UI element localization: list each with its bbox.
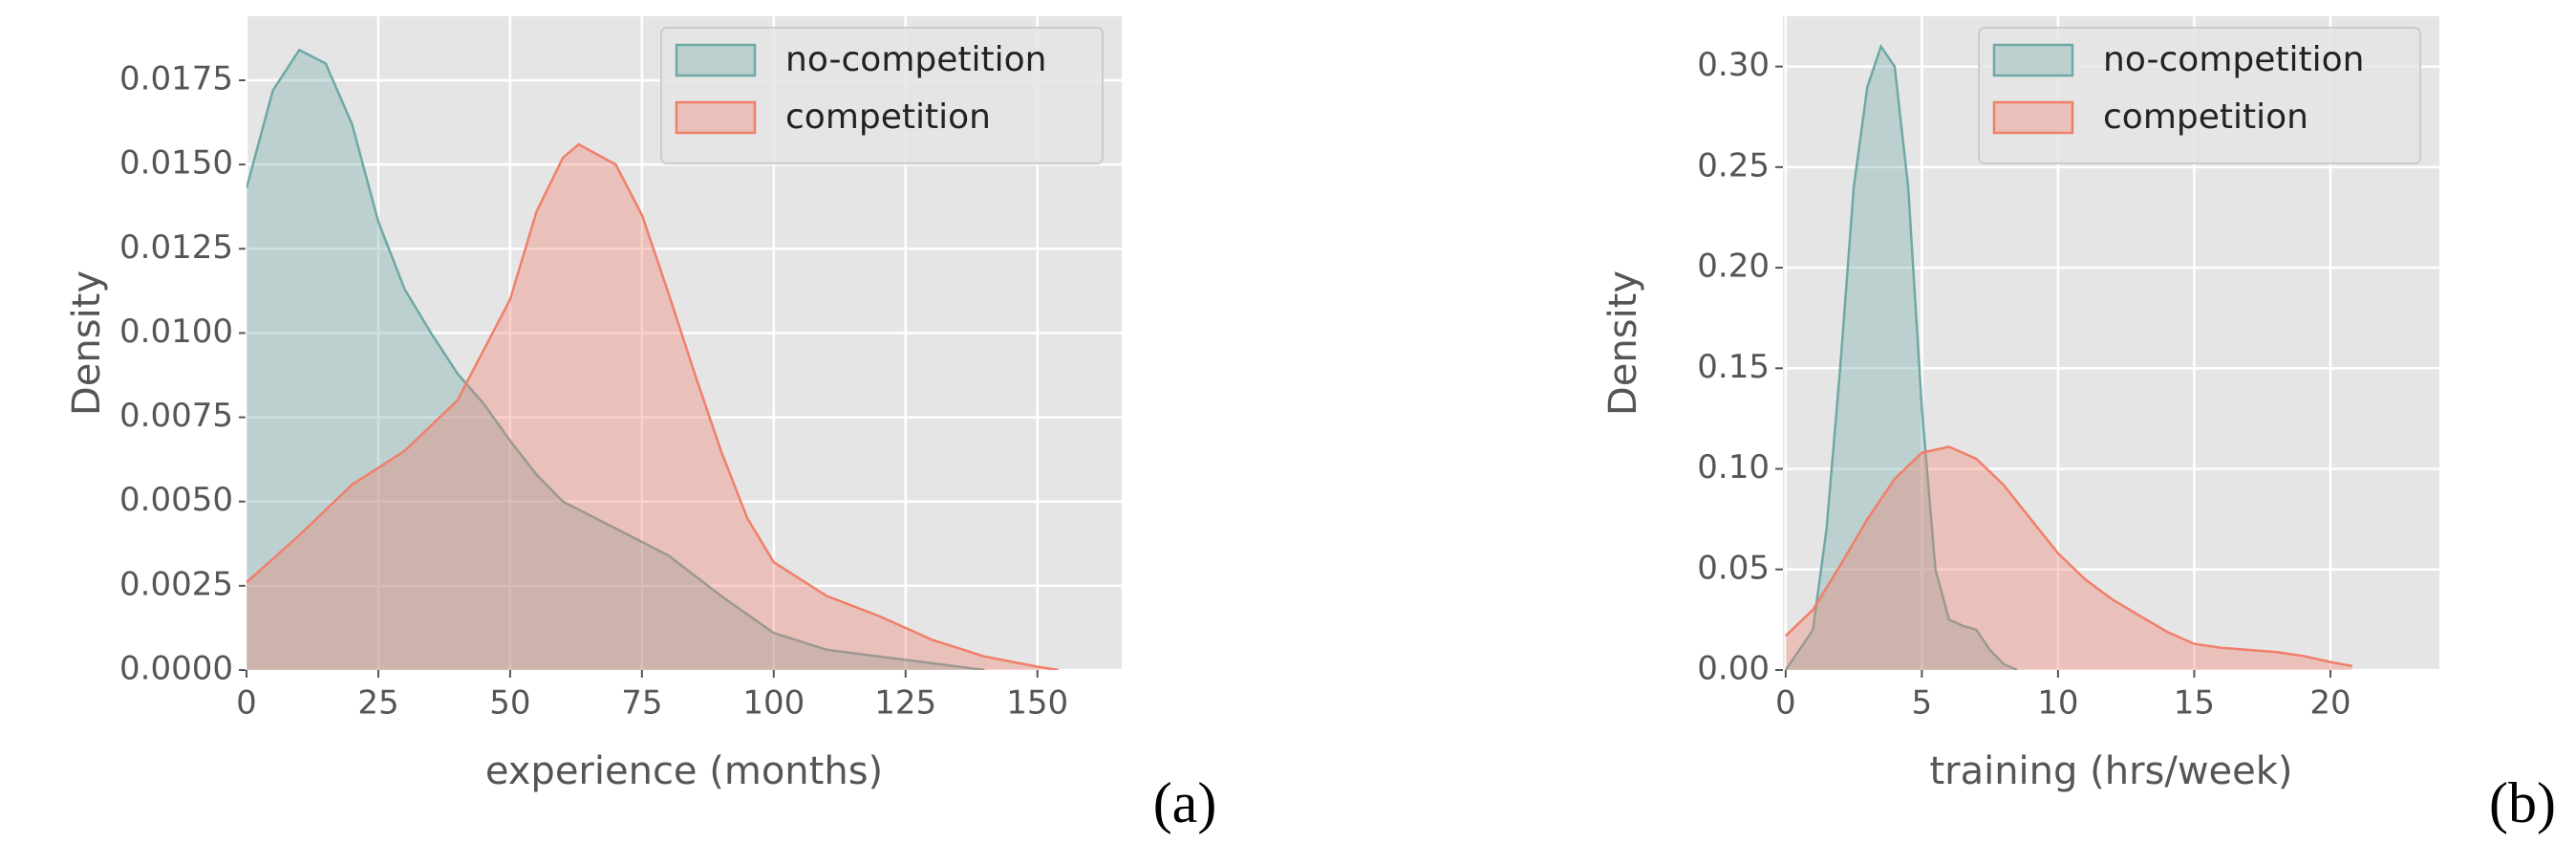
density-area	[1785, 46, 2018, 670]
x-tick-label: 10	[2037, 684, 2078, 723]
legend-swatch	[1992, 100, 2074, 135]
panel-label: (b)	[2489, 771, 2556, 834]
x-tick-label: 25	[357, 684, 398, 723]
x-tick-label: 0	[1775, 684, 1796, 723]
legend-swatch	[675, 43, 757, 77]
y-tick-label: 0.00	[1697, 650, 1770, 688]
legend-box	[660, 27, 1104, 164]
x-tick-label: 75	[621, 684, 662, 723]
y-tick-label: 0.0050	[119, 481, 233, 519]
y-tick-label: 0.10	[1697, 448, 1770, 487]
y-tick-label: 0.25	[1697, 146, 1770, 184]
y-axis-label: Density	[1601, 270, 1645, 416]
x-tick-label: 50	[489, 684, 530, 723]
legend-label: no-competition	[2103, 40, 2364, 79]
x-tick-label: 5	[1912, 684, 1933, 723]
panel-label: (a)	[1153, 771, 1217, 834]
density-area	[247, 144, 1059, 670]
x-axis-label: training (hrs/week)	[1929, 749, 2292, 793]
y-tick-label: 0.0025	[119, 565, 233, 603]
legend-swatch	[1992, 43, 2074, 77]
y-tick-label: 0.0125	[119, 228, 233, 267]
x-tick-label: 20	[2309, 684, 2351, 723]
x-tick-label: 100	[742, 684, 805, 723]
density-line	[1784, 43, 2018, 670]
density-line	[1785, 445, 2353, 668]
y-axis-label: Density	[65, 270, 109, 416]
x-tick-label: 0	[236, 684, 257, 723]
y-tick-label: 0.20	[1697, 248, 1770, 286]
legend-label: no-competition	[785, 40, 1046, 79]
x-tick-label: 15	[2174, 684, 2215, 723]
y-tick-label: 0.0000	[119, 650, 233, 688]
y-tick-label: 0.15	[1697, 348, 1770, 386]
legend-label: competition	[785, 97, 991, 137]
y-tick-label: 0.0100	[119, 313, 233, 351]
x-tick-label: 125	[874, 684, 936, 723]
chart-panel: 0.0000 0.0025 0.0050 0.0075 0.0100 0.0125 0.01…	[65, 16, 1216, 834]
density-area	[1785, 446, 2352, 670]
legend-label: competition	[2103, 97, 2308, 137]
density-area	[247, 50, 985, 670]
density-line	[247, 48, 985, 670]
y-tick-label: 0.05	[1697, 549, 1770, 587]
y-tick-label: 0.30	[1697, 46, 1770, 84]
legend-swatch	[675, 100, 757, 135]
legend-box	[1978, 27, 2421, 164]
x-tick-label: 150	[1006, 684, 1068, 723]
density-line	[247, 142, 1059, 670]
chart-panel: 0.00 0.05 0.10 0.15 0.20 0.25 0.30 0 5 10 15 20 no-c…	[1601, 16, 2556, 834]
y-tick-label: 0.0175	[119, 59, 233, 97]
y-tick-label: 0.0075	[119, 397, 233, 435]
x-axis-label: experience (months)	[485, 749, 883, 793]
y-tick-label: 0.0150	[119, 144, 233, 183]
